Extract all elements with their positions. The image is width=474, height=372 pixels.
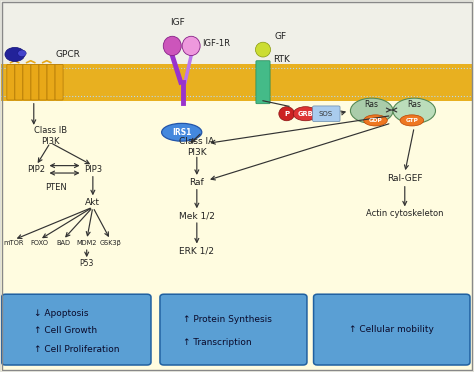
- FancyBboxPatch shape: [313, 106, 340, 122]
- Text: SOS: SOS: [319, 111, 333, 117]
- Text: ↓ Apoptosis: ↓ Apoptosis: [34, 309, 88, 318]
- FancyBboxPatch shape: [256, 61, 270, 104]
- Ellipse shape: [400, 115, 424, 126]
- Text: mTOR: mTOR: [4, 240, 24, 246]
- FancyBboxPatch shape: [160, 294, 307, 365]
- Text: ↑ Cell Growth: ↑ Cell Growth: [34, 326, 97, 336]
- Text: GRB: GRB: [298, 111, 313, 117]
- Text: Mek 1/2: Mek 1/2: [179, 211, 215, 220]
- Text: FOXO: FOXO: [30, 240, 48, 246]
- Polygon shape: [0, 1, 474, 64]
- FancyBboxPatch shape: [314, 294, 470, 365]
- Ellipse shape: [350, 98, 393, 124]
- FancyBboxPatch shape: [23, 64, 31, 100]
- Text: RTK: RTK: [273, 55, 290, 64]
- Polygon shape: [0, 101, 474, 371]
- Text: ERK 1/2: ERK 1/2: [179, 246, 214, 255]
- Text: Actin cytoskeleton: Actin cytoskeleton: [366, 209, 444, 218]
- Text: IRS1: IRS1: [172, 128, 191, 137]
- Text: GSK3β: GSK3β: [100, 240, 121, 246]
- Text: GDP: GDP: [369, 118, 383, 123]
- Text: IGF: IGF: [171, 18, 185, 28]
- Text: ↑ Protein Synthesis: ↑ Protein Synthesis: [182, 315, 272, 324]
- Text: Ral-GEF: Ral-GEF: [387, 174, 422, 183]
- FancyBboxPatch shape: [15, 64, 23, 100]
- Text: GPCR: GPCR: [55, 50, 80, 59]
- FancyBboxPatch shape: [47, 64, 55, 100]
- Text: PTEN: PTEN: [46, 183, 67, 192]
- Text: ↑ Cellular mobility: ↑ Cellular mobility: [349, 325, 434, 334]
- FancyBboxPatch shape: [39, 64, 47, 100]
- Ellipse shape: [182, 36, 200, 55]
- Text: BAD: BAD: [56, 240, 70, 246]
- Text: PIP3: PIP3: [84, 165, 102, 174]
- Polygon shape: [0, 64, 474, 101]
- Text: Akt: Akt: [85, 198, 100, 207]
- Ellipse shape: [293, 107, 318, 121]
- Ellipse shape: [5, 47, 25, 61]
- Text: Class IA
PI3K: Class IA PI3K: [179, 137, 214, 157]
- Text: Ras: Ras: [365, 100, 379, 109]
- Text: GF: GF: [275, 32, 287, 41]
- FancyBboxPatch shape: [7, 64, 15, 100]
- Ellipse shape: [393, 98, 436, 124]
- Text: ↑ Cell Proliferation: ↑ Cell Proliferation: [34, 344, 119, 353]
- Ellipse shape: [18, 50, 26, 57]
- FancyBboxPatch shape: [55, 64, 63, 100]
- Text: ↑ Transcription: ↑ Transcription: [182, 338, 251, 347]
- Text: P53: P53: [80, 259, 94, 268]
- Ellipse shape: [163, 36, 181, 55]
- Text: PIP2: PIP2: [27, 165, 45, 174]
- Text: P: P: [284, 111, 289, 117]
- Ellipse shape: [255, 42, 271, 57]
- Text: IGF-1R: IGF-1R: [202, 39, 230, 48]
- Text: Ras: Ras: [407, 100, 421, 109]
- Ellipse shape: [279, 107, 294, 121]
- Text: Raf: Raf: [190, 178, 204, 187]
- Ellipse shape: [364, 115, 387, 126]
- Text: GTP: GTP: [405, 118, 418, 123]
- FancyBboxPatch shape: [31, 64, 39, 100]
- FancyBboxPatch shape: [1, 294, 151, 365]
- Text: Class IB
PI3K: Class IB PI3K: [34, 126, 67, 146]
- Text: MDM2: MDM2: [76, 240, 97, 246]
- Ellipse shape: [162, 124, 202, 141]
